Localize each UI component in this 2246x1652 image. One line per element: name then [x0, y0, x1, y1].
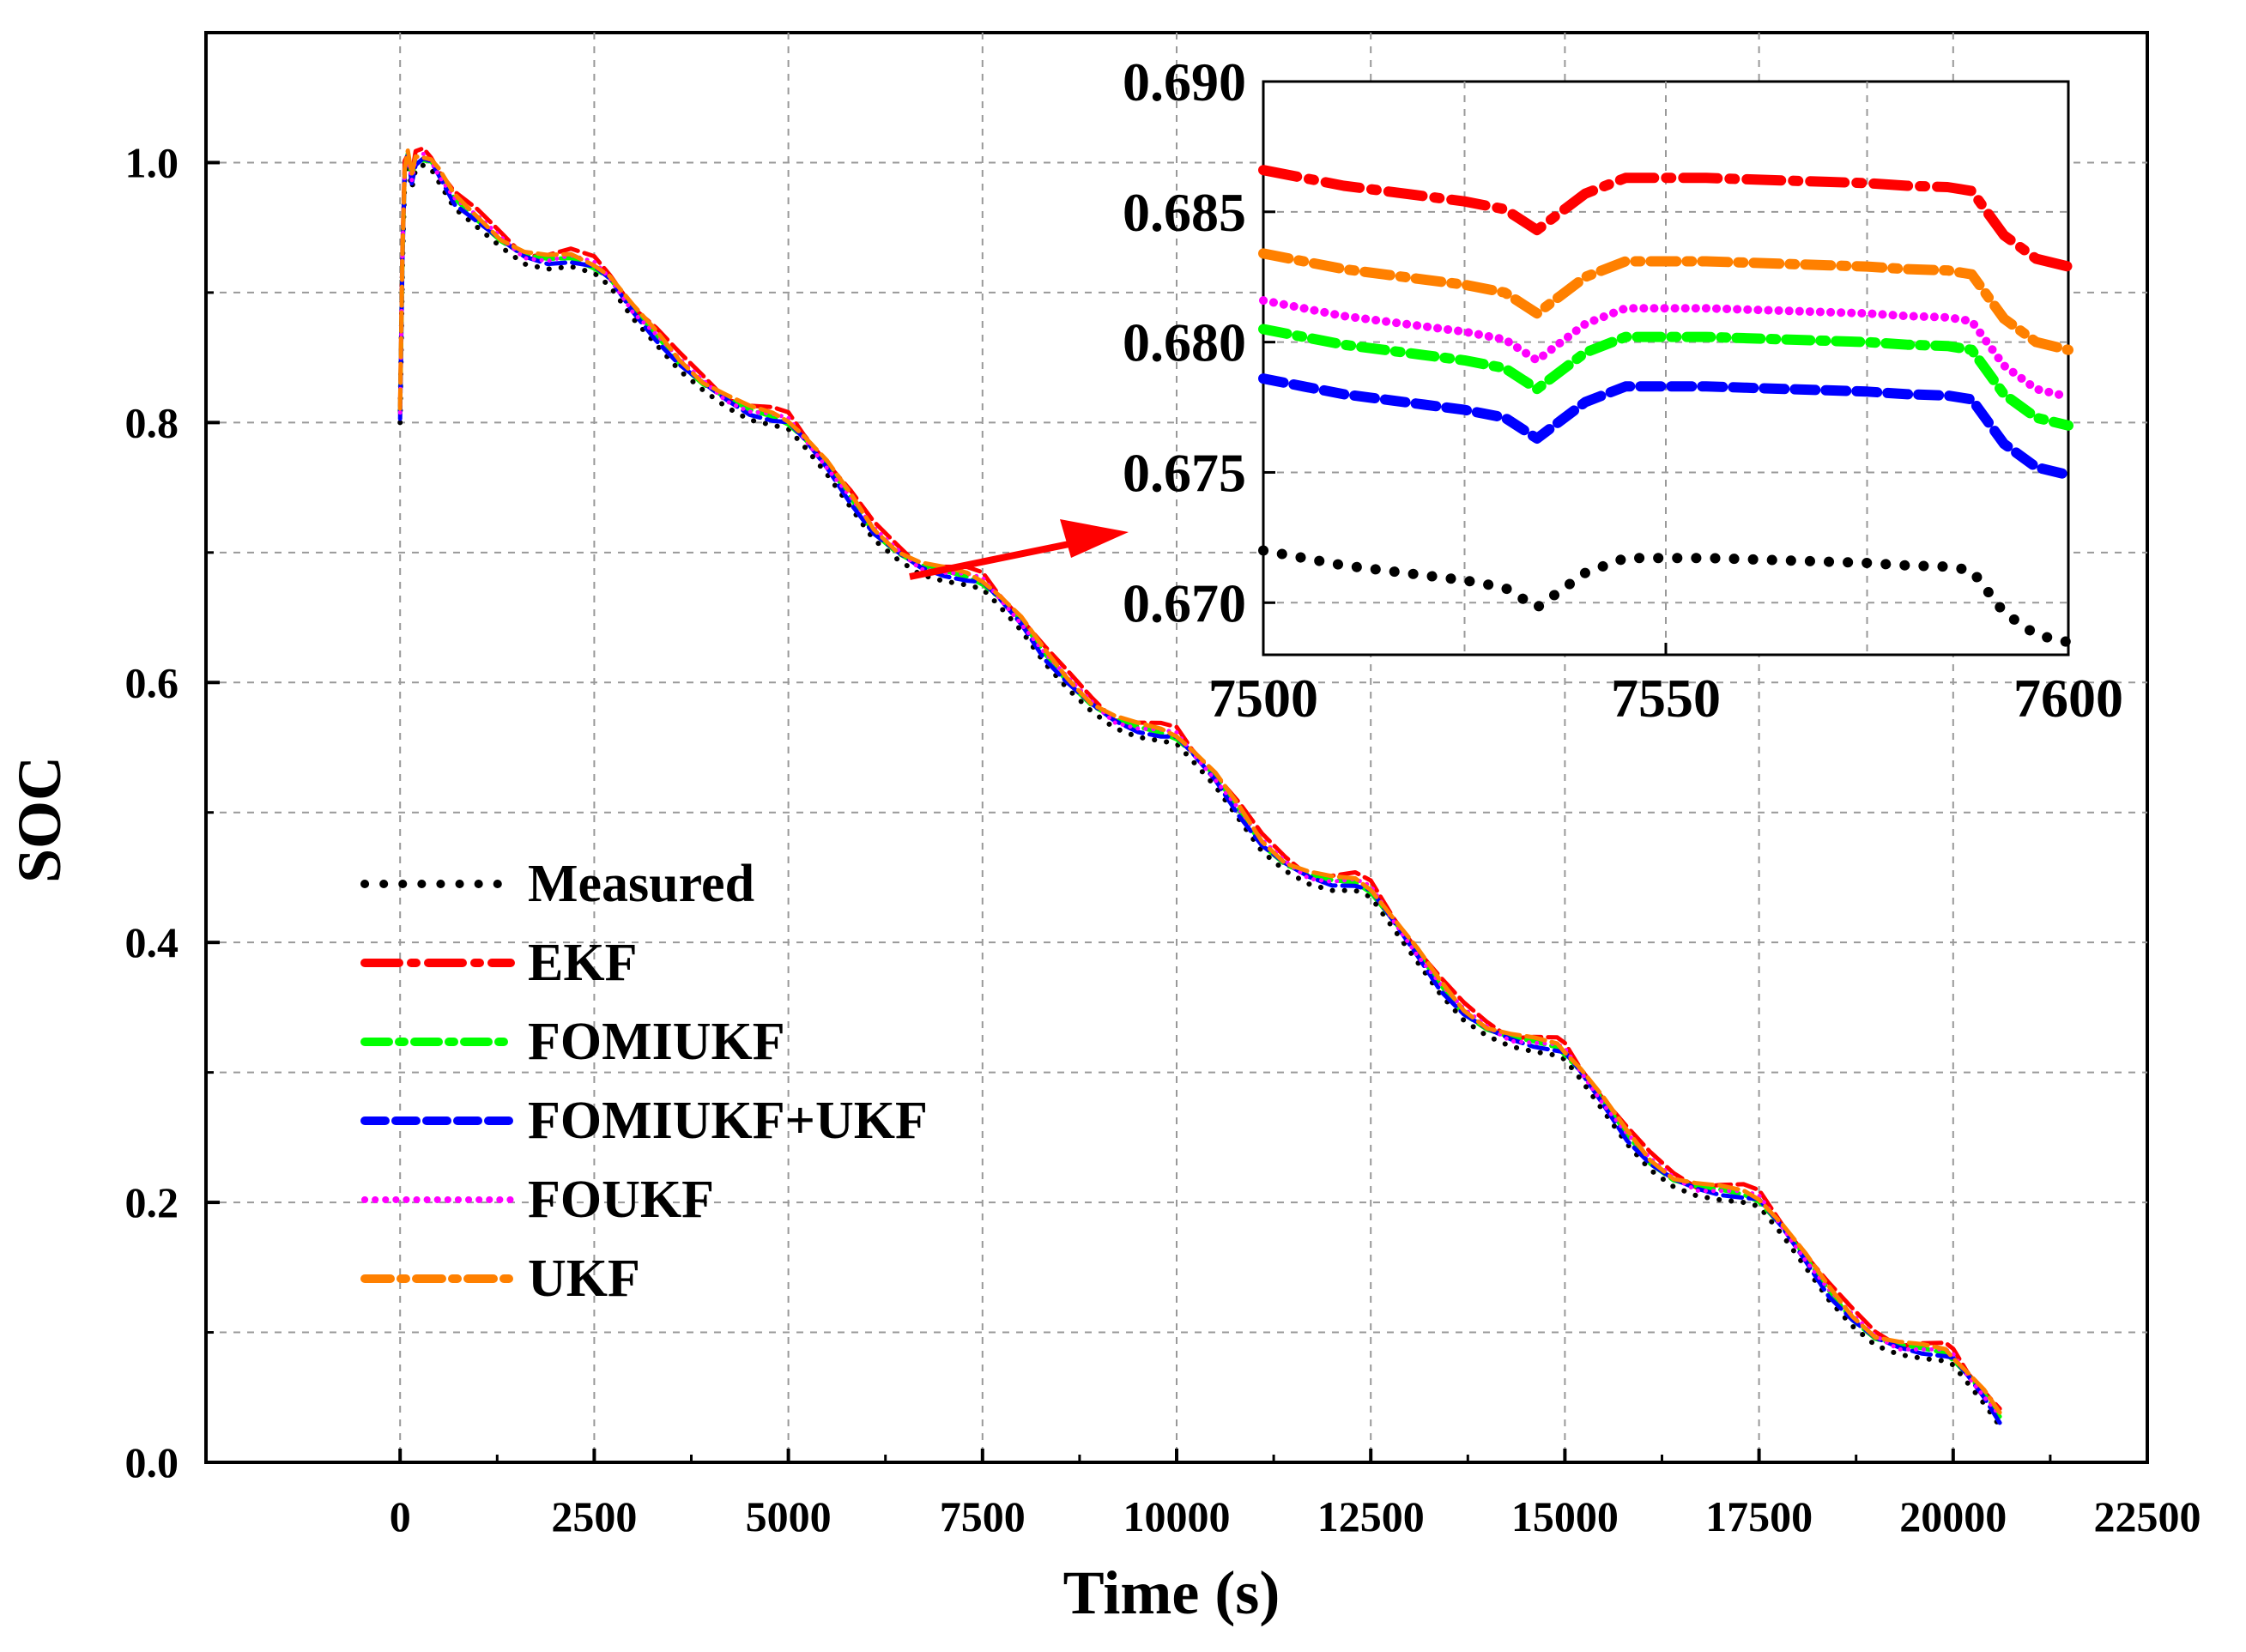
x-tick-label: 12500	[1317, 1492, 1425, 1540]
x-axis-title: Time (s)	[1063, 1558, 1280, 1627]
main-series	[397, 146, 2003, 1429]
inset-series-line-measured	[1258, 545, 2073, 648]
series-line-fomiukf	[397, 151, 2002, 1419]
x-tick-label: 17500	[1705, 1492, 1813, 1540]
x-tick-label: 2500	[551, 1492, 637, 1540]
x-tick-label: 10000	[1123, 1492, 1231, 1540]
series-line-ekf	[397, 146, 2002, 1411]
series-line-measured	[397, 160, 2003, 1429]
legend-label-ekf: EKF	[528, 934, 637, 992]
inset-series-line-foukf	[1259, 296, 2073, 402]
inset-grid	[1263, 82, 2068, 655]
y-tick-label: 0.4	[125, 918, 179, 966]
inset-ticks: 7500 7550 7600 0.670 0.675 0.680 0.685 0.690	[1123, 51, 2123, 729]
inset-y-tick-label: 0.690	[1123, 51, 1246, 112]
legend-label-measured: Measured	[528, 855, 754, 913]
y-tick-label: 0.0	[125, 1438, 179, 1486]
inset-series-line-fomiukf-plus-ukf	[1258, 373, 2073, 481]
legend: Measured EKF FOMIUKF FOMIUKF+UKF FOUKF UKF	[360, 855, 928, 1308]
legend-label-fomiukf: FOMIUKF	[528, 1013, 785, 1071]
y-tick-label: 0.6	[125, 658, 179, 706]
x-tick-label: 22500	[2094, 1492, 2201, 1540]
inset-series-line-fomiukf	[1258, 324, 2073, 431]
inset-series-line-ekf	[1258, 165, 2073, 272]
y-tick-label: 0.8	[125, 398, 179, 446]
legend-label-ukf: UKF	[528, 1250, 640, 1308]
inset-plot: 7500 7550 7600 0.670 0.675 0.680 0.685 0.690	[1123, 51, 2123, 729]
x-tick-label: 0	[390, 1492, 411, 1540]
main-ticks: 0 2500 5000 7500 10000 12500 15000 17500 20000 22…	[125, 138, 2201, 1540]
inset-x-tick-label: 7500	[1208, 668, 1318, 729]
zoom-arrow-head	[1060, 519, 1129, 558]
x-tick-label: 20000	[1899, 1492, 2007, 1540]
inset-y-tick-label: 0.680	[1123, 312, 1246, 373]
inset-y-tick-label: 0.685	[1123, 182, 1246, 243]
series-line-ukf	[397, 148, 2002, 1415]
y-tick-label: 1.0	[125, 138, 179, 186]
inset-series-line-ukf	[1258, 248, 2073, 355]
x-tick-label: 7500	[940, 1492, 1026, 1540]
zoom-arrow	[909, 519, 1129, 580]
series-line-fomiukf-plus-ukf	[397, 153, 2002, 1425]
inset-series	[1258, 165, 2073, 648]
inset-x-tick-label: 7600	[2013, 668, 2123, 729]
inset-x-tick-label: 7550	[1611, 668, 1721, 729]
zoom-arrow-line	[909, 537, 1087, 580]
inset-y-tick-label: 0.670	[1123, 572, 1246, 633]
y-tick-label: 0.2	[125, 1178, 179, 1226]
y-axis-title: SOC	[5, 756, 74, 883]
legend-label-fomiukf-plus-ukf: FOMIUKF+UKF	[528, 1092, 928, 1150]
inset-y-tick-label: 0.675	[1123, 442, 1246, 503]
x-tick-label: 15000	[1511, 1492, 1619, 1540]
x-tick-label: 5000	[746, 1492, 832, 1540]
legend-label-foukf: FOUKF	[528, 1171, 714, 1229]
